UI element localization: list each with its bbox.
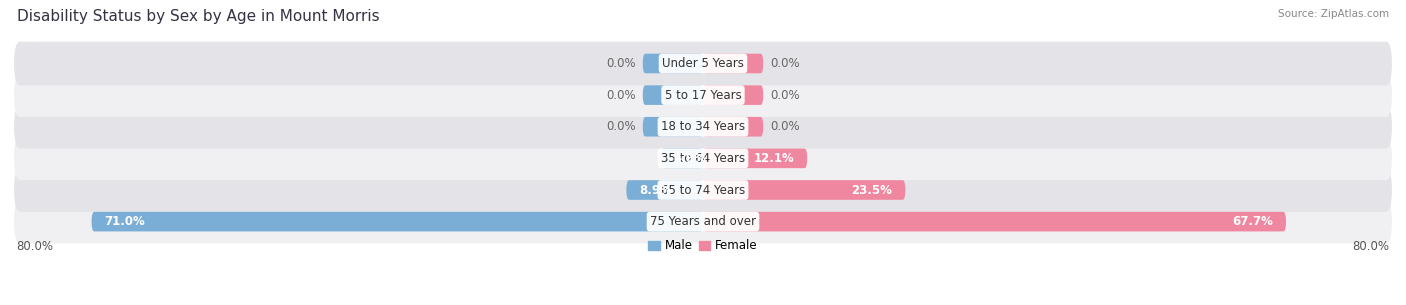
FancyBboxPatch shape: [703, 149, 807, 168]
Legend: Male, Female: Male, Female: [644, 235, 762, 257]
Text: Under 5 Years: Under 5 Years: [662, 57, 744, 70]
Text: 80.0%: 80.0%: [1353, 240, 1389, 253]
Text: 23.5%: 23.5%: [852, 184, 893, 196]
Text: 0.0%: 0.0%: [770, 57, 800, 70]
FancyBboxPatch shape: [626, 180, 703, 200]
FancyBboxPatch shape: [14, 168, 1392, 212]
FancyBboxPatch shape: [703, 117, 763, 137]
FancyBboxPatch shape: [14, 42, 1392, 85]
FancyBboxPatch shape: [91, 212, 703, 231]
Text: 4.9%: 4.9%: [673, 152, 707, 165]
FancyBboxPatch shape: [703, 212, 1286, 231]
FancyBboxPatch shape: [14, 137, 1392, 180]
FancyBboxPatch shape: [643, 85, 703, 105]
FancyBboxPatch shape: [14, 200, 1392, 243]
Text: 80.0%: 80.0%: [17, 240, 53, 253]
Text: 0.0%: 0.0%: [770, 120, 800, 133]
FancyBboxPatch shape: [643, 54, 703, 73]
Text: 5 to 17 Years: 5 to 17 Years: [665, 89, 741, 102]
FancyBboxPatch shape: [703, 54, 763, 73]
Text: 0.0%: 0.0%: [770, 89, 800, 102]
Text: 8.9%: 8.9%: [640, 184, 672, 196]
FancyBboxPatch shape: [703, 85, 763, 105]
Text: 71.0%: 71.0%: [104, 215, 145, 228]
FancyBboxPatch shape: [661, 149, 703, 168]
FancyBboxPatch shape: [703, 180, 905, 200]
FancyBboxPatch shape: [643, 117, 703, 137]
Text: 75 Years and over: 75 Years and over: [650, 215, 756, 228]
FancyBboxPatch shape: [14, 105, 1392, 149]
Text: Disability Status by Sex by Age in Mount Morris: Disability Status by Sex by Age in Mount…: [17, 9, 380, 24]
Text: 18 to 34 Years: 18 to 34 Years: [661, 120, 745, 133]
Text: 0.0%: 0.0%: [606, 89, 636, 102]
Text: 0.0%: 0.0%: [606, 120, 636, 133]
Text: 67.7%: 67.7%: [1232, 215, 1272, 228]
Text: 35 to 64 Years: 35 to 64 Years: [661, 152, 745, 165]
Text: 65 to 74 Years: 65 to 74 Years: [661, 184, 745, 196]
Text: 0.0%: 0.0%: [606, 57, 636, 70]
FancyBboxPatch shape: [14, 73, 1392, 117]
Text: 12.1%: 12.1%: [754, 152, 794, 165]
Text: Source: ZipAtlas.com: Source: ZipAtlas.com: [1278, 9, 1389, 19]
